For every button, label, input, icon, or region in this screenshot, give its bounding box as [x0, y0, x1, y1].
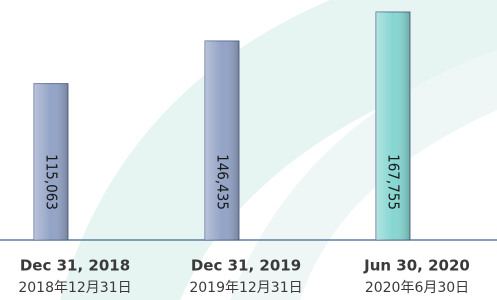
- value-label: 115,063: [43, 154, 61, 210]
- x-tick-label-cn: 2019年12月31日: [189, 280, 302, 296]
- bar-shade: [205, 41, 239, 240]
- x-tick-label-cn: 2020年6月30日: [365, 280, 469, 296]
- value-label: 146,435: [214, 154, 232, 210]
- x-tick-label: Jun 30, 2020: [363, 257, 470, 275]
- x-tick-label: Dec 31, 2019: [191, 257, 301, 275]
- chart: 115,063 Dec 31, 2018 2018年12月31日 146,435 Dec…: [0, 0, 497, 300]
- background: [60, 0, 497, 300]
- x-tick-label-cn: 2018年12月31日: [18, 280, 131, 296]
- value-label: 167,755: [385, 154, 403, 210]
- x-tick-label: Dec 31, 2018: [20, 257, 130, 275]
